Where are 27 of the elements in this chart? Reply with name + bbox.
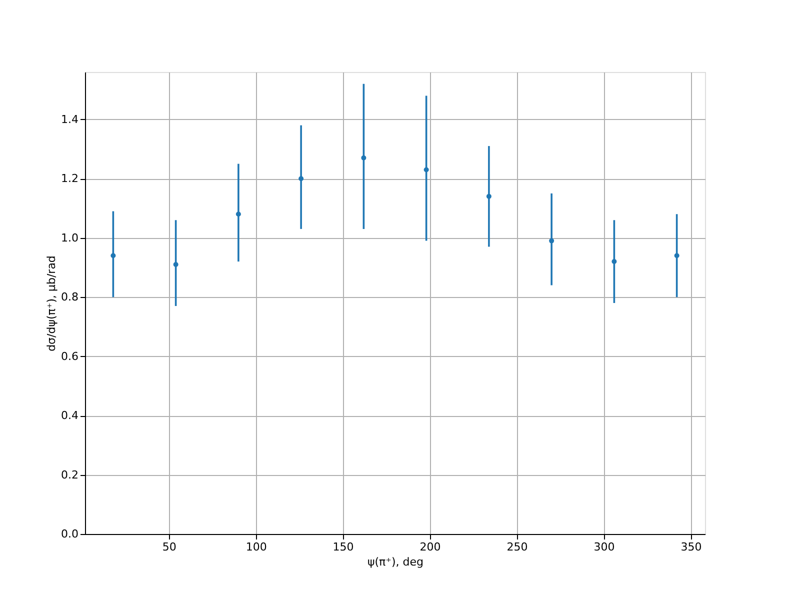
y-tick-label: 0.6	[61, 350, 78, 363]
y-tick-label: 1.4	[61, 112, 78, 126]
point	[549, 238, 554, 244]
x-tick-label: 200	[420, 540, 441, 554]
point	[298, 176, 304, 182]
x-tick-label: 300	[594, 540, 615, 554]
x-tick-label: 100	[246, 540, 267, 554]
x-tick-label: 50	[162, 540, 176, 554]
point	[424, 167, 429, 172]
y-tick-label: 0.0	[61, 528, 78, 540]
x-tick-label: 250	[506, 540, 528, 554]
y-tick-label: 0.8	[61, 290, 78, 304]
y-tick-label: 1.2	[61, 172, 78, 186]
point	[612, 259, 617, 264]
y-tick-label: 1.0	[61, 231, 78, 244]
x-tick-label: 150	[332, 540, 354, 554]
y-tick-label: 0.4	[61, 409, 78, 422]
y-axis-title: dσ/dψ(π⁺), μb/rad	[45, 256, 58, 352]
point	[674, 253, 680, 258]
point	[236, 212, 241, 217]
point	[486, 194, 492, 199]
point	[173, 262, 178, 267]
x-tick-label: 350	[680, 540, 702, 554]
x-axis-title: ψ(π⁺), deg	[368, 556, 424, 568]
point	[361, 155, 366, 160]
y-tick-label: 0.2	[61, 468, 78, 482]
point	[110, 253, 116, 258]
